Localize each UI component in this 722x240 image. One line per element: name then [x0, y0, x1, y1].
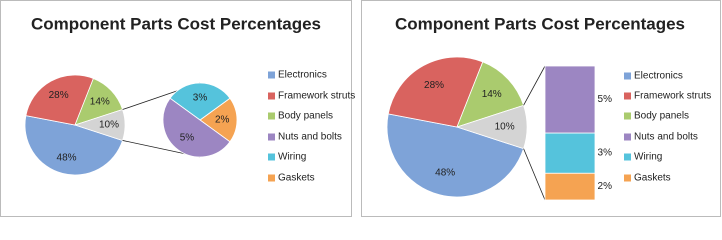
data-label: 14%: [482, 89, 502, 100]
pie-slice: [24, 115, 124, 176]
legend-label: Gaskets: [278, 173, 315, 184]
data-label: 5%: [598, 94, 613, 105]
legend-swatch: [624, 174, 631, 182]
legend-label: Wiring: [634, 152, 662, 163]
legend-label: Framework struts: [278, 91, 355, 102]
legend-swatch: [268, 153, 275, 161]
data-label: 3%: [598, 148, 613, 159]
legend-swatch: [624, 133, 631, 141]
legend-label: Gaskets: [634, 173, 671, 184]
legend-swatch: [268, 133, 275, 141]
data-label: 3%: [193, 92, 208, 103]
bar-segment: [544, 172, 596, 201]
pie-slice: [387, 56, 484, 128]
bar-segment: [544, 65, 596, 134]
connector: [523, 148, 546, 201]
data-label: 28%: [49, 90, 69, 101]
legend-label: Electronics: [634, 71, 683, 82]
bar-segment: [544, 132, 596, 174]
data-label: 48%: [57, 153, 77, 164]
data-label: 2%: [215, 115, 230, 126]
chart-title: Component Parts Cost Percentages: [395, 14, 685, 33]
legend-swatch: [268, 174, 275, 182]
legend-label: Framework struts: [634, 91, 711, 102]
data-label: 5%: [180, 133, 195, 144]
legend-label: Body panels: [278, 111, 333, 122]
pie-slice: [455, 104, 528, 150]
pie-slice: [199, 97, 238, 143]
data-label: 10%: [99, 120, 119, 131]
data-label: 2%: [598, 181, 613, 192]
data-label: 10%: [495, 122, 515, 133]
screenshot: Component Parts Cost Percentages 48% 28% 14…: [0, 0, 721, 217]
legend-label: Nuts and bolts: [278, 132, 342, 143]
legend-label: Wiring: [278, 152, 306, 163]
legend-label: Electronics: [278, 70, 327, 81]
legend-swatch: [268, 92, 275, 100]
data-label: 48%: [435, 168, 455, 179]
legend-swatch: [268, 71, 275, 79]
pie-slice: [162, 97, 231, 158]
data-label: 28%: [424, 80, 444, 91]
pie-slice: [169, 82, 231, 121]
pie-slice: [25, 74, 94, 126]
pie-slice: [386, 113, 525, 198]
legend-swatch: [624, 112, 631, 120]
chart-title: Component Parts Cost Percentages: [31, 14, 321, 33]
legend-label: Nuts and bolts: [634, 132, 698, 143]
legend-label: Body panels: [634, 111, 689, 122]
legend-swatch: [624, 72, 631, 80]
connector: [523, 65, 546, 106]
legend-swatch: [624, 92, 631, 100]
legend-swatch: [624, 153, 631, 161]
legend-swatch: [268, 112, 275, 120]
data-label: 14%: [90, 96, 110, 107]
